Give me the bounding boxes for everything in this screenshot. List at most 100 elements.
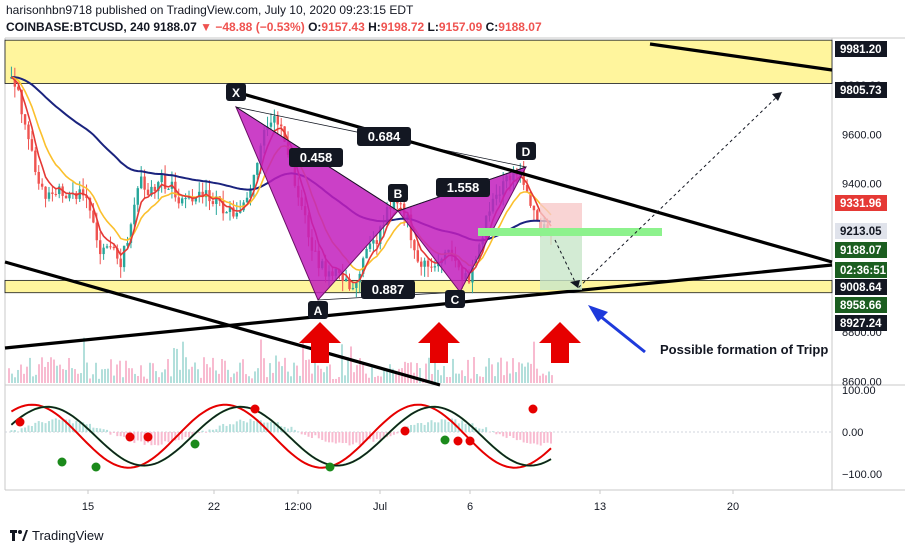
candle-body bbox=[437, 263, 440, 267]
histogram-bar bbox=[519, 432, 522, 440]
volume-bar bbox=[38, 364, 40, 383]
volume-bar bbox=[479, 376, 481, 383]
price-tag-label: 9188.07 bbox=[840, 245, 882, 257]
histogram-bar bbox=[529, 432, 532, 444]
volume-bar bbox=[272, 372, 274, 383]
volume-bar bbox=[179, 369, 181, 383]
volume-bar bbox=[551, 375, 553, 383]
candle-body bbox=[280, 124, 283, 127]
histogram-bar bbox=[51, 419, 54, 432]
histogram-bar bbox=[167, 432, 170, 443]
candle-body bbox=[273, 116, 276, 123]
volume-bar bbox=[473, 357, 475, 383]
bullish-up-arrow bbox=[418, 322, 460, 363]
histogram-bar bbox=[27, 425, 30, 432]
candle-body bbox=[167, 188, 170, 190]
histogram-bar bbox=[338, 432, 341, 443]
histogram-bar bbox=[208, 429, 211, 432]
volume-bar bbox=[17, 369, 19, 383]
histogram-bar bbox=[365, 432, 368, 441]
histogram-bar bbox=[546, 432, 549, 443]
volume-bar bbox=[89, 378, 91, 383]
tradingview-brand[interactable]: TradingView bbox=[10, 528, 104, 543]
volume-bar bbox=[506, 361, 508, 383]
volume-bar bbox=[389, 364, 391, 383]
volume-bar bbox=[65, 369, 67, 383]
volume-bar bbox=[170, 376, 172, 383]
volume-bar bbox=[335, 378, 337, 383]
volume-bar bbox=[134, 373, 136, 383]
volume-bar bbox=[8, 368, 10, 383]
price-axis-tick-label: 8600.00 bbox=[842, 376, 882, 388]
volume-bar bbox=[464, 376, 466, 383]
volume-bar bbox=[452, 358, 454, 383]
volume-bar bbox=[521, 363, 523, 383]
candle-body bbox=[34, 150, 37, 172]
price-tag-label: 9331.96 bbox=[840, 198, 882, 210]
volume-bar bbox=[242, 359, 244, 383]
volume-bar bbox=[539, 375, 541, 383]
histogram-bar bbox=[24, 427, 27, 432]
volume-bar bbox=[182, 341, 184, 383]
volume-bar bbox=[95, 362, 97, 383]
volume-bar bbox=[461, 370, 463, 383]
volume-bar bbox=[467, 359, 469, 383]
volume-bar bbox=[509, 373, 511, 383]
volume-bar bbox=[245, 374, 247, 383]
volume-bar bbox=[50, 357, 52, 383]
histogram-bar bbox=[153, 432, 156, 445]
histogram-bar bbox=[310, 432, 313, 439]
candle-body bbox=[529, 191, 532, 206]
oscillator-axis-tick-label: 100.00 bbox=[842, 385, 876, 397]
volume-bar bbox=[293, 362, 295, 383]
volume-bar bbox=[512, 358, 514, 383]
histogram-bar bbox=[222, 423, 225, 432]
volume-bar bbox=[275, 355, 277, 383]
volume-bar bbox=[11, 373, 13, 383]
volume-bar bbox=[20, 364, 22, 383]
candle-body bbox=[150, 186, 153, 196]
volume-bar bbox=[98, 378, 100, 383]
price-tag bbox=[835, 82, 887, 98]
candle-body bbox=[426, 260, 430, 267]
histogram-bar bbox=[317, 432, 320, 439]
histogram-bar bbox=[249, 418, 252, 432]
candle-body bbox=[54, 193, 58, 195]
histogram-bar bbox=[512, 432, 515, 439]
histogram-bar bbox=[177, 432, 180, 441]
volume-bar bbox=[314, 351, 316, 383]
volume-bar bbox=[485, 366, 487, 383]
candle-body bbox=[249, 188, 252, 198]
volume-bar bbox=[419, 368, 421, 383]
histogram-bar bbox=[102, 429, 105, 432]
histogram-bar bbox=[44, 423, 47, 432]
cross-signal-dot bbox=[91, 462, 101, 472]
volume-bar bbox=[59, 364, 61, 383]
candle-body bbox=[78, 189, 81, 199]
volume-bar bbox=[524, 366, 526, 383]
candle-body bbox=[348, 278, 351, 290]
volume-bar bbox=[218, 373, 220, 383]
candle-body bbox=[37, 171, 40, 184]
volume-bar bbox=[221, 359, 223, 383]
histogram-bar bbox=[82, 422, 85, 432]
price-tag bbox=[835, 223, 887, 239]
histogram-bar bbox=[30, 426, 33, 432]
volume-bar bbox=[137, 375, 139, 383]
volume-bar bbox=[119, 360, 121, 383]
volume-bar bbox=[359, 358, 361, 383]
histogram-bar bbox=[300, 432, 303, 435]
volume-bar bbox=[254, 371, 256, 383]
volume-bar bbox=[44, 366, 46, 383]
candle-body bbox=[341, 272, 344, 282]
histogram-bar bbox=[235, 421, 238, 432]
histogram-bar bbox=[123, 432, 126, 437]
histogram-bar bbox=[164, 432, 167, 442]
cross-signal-dot bbox=[125, 432, 135, 442]
volume-bar bbox=[29, 357, 31, 383]
volume-bar bbox=[548, 371, 550, 383]
volume-bar bbox=[158, 377, 160, 383]
volume-bar bbox=[125, 360, 127, 383]
candle-body bbox=[379, 226, 382, 245]
